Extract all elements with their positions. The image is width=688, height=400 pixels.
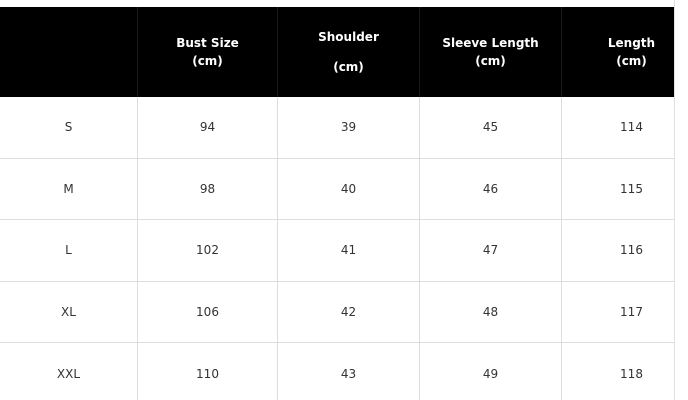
cell-value: 49	[482, 366, 499, 381]
header-cell: Length (cm)	[562, 7, 674, 97]
table-cell: 43	[278, 343, 420, 400]
cell-value: 46	[482, 181, 499, 196]
table-cell: 114	[562, 97, 674, 159]
table-cell: L	[0, 220, 138, 282]
table-cell: 45	[420, 97, 562, 159]
cell-value: 45	[482, 120, 499, 135]
header-unit: (cm)	[475, 54, 506, 68]
cell-value: 43	[340, 366, 357, 381]
table-cell: M	[0, 158, 138, 221]
header-label: Length	[607, 36, 656, 50]
table-cell: 98	[138, 158, 278, 221]
header-cell: Sleeve Length (cm)	[420, 7, 562, 97]
table-cell: 118	[562, 343, 674, 400]
header-cell	[0, 7, 138, 97]
table-cell: S	[0, 97, 138, 159]
cell-value: 47	[482, 243, 499, 258]
header-unit: (cm)	[333, 60, 364, 74]
table-cell: 49	[420, 343, 562, 400]
size-label: XXL	[56, 366, 81, 381]
table-cell: 106	[138, 281, 278, 344]
header-label: Shoulder	[318, 30, 379, 44]
cell-value: 116	[620, 243, 643, 258]
cell-value: 41	[340, 243, 357, 258]
size-table: Bust Size (cm) Shoulder (cm) Sleeve Length (c…	[0, 7, 674, 400]
cell-value: 40	[340, 181, 357, 196]
table-cell: 42	[278, 281, 420, 344]
size-label: S	[64, 120, 73, 135]
cell-value: 117	[620, 305, 643, 320]
size-label: L	[65, 243, 72, 258]
header-unit: (cm)	[192, 54, 223, 68]
header-label: Sleeve Length	[442, 36, 539, 50]
table-cell: 110	[138, 343, 278, 400]
table-cell: 94	[138, 97, 278, 159]
cell-value: 106	[196, 305, 219, 320]
cell-value: 98	[199, 181, 216, 196]
header-label: Bust Size	[176, 36, 239, 50]
cell-value: 114	[620, 120, 643, 135]
table-cell: 47	[420, 220, 562, 282]
table-cell: XXL	[0, 343, 138, 400]
table-cell: XL	[0, 281, 138, 344]
cell-value: 115	[620, 181, 643, 196]
cell-value: 110	[196, 366, 219, 381]
size-label: XL	[61, 305, 76, 320]
table-cell: 41	[278, 220, 420, 282]
cell-value: 102	[196, 243, 219, 258]
table-cell: 39	[278, 97, 420, 159]
header-cell: Shoulder (cm)	[278, 7, 420, 97]
table-cell: 46	[420, 158, 562, 221]
cell-value: 42	[340, 305, 357, 320]
header-unit: (cm)	[616, 54, 647, 68]
table-cell: 102	[138, 220, 278, 282]
table-cell: 117	[562, 282, 674, 344]
table-cell: 116	[562, 220, 674, 282]
scroll-edge	[674, 0, 688, 400]
size-label: M	[63, 181, 74, 196]
table-cell: 115	[562, 159, 674, 221]
cell-value: 39	[340, 120, 357, 135]
table-cell: 48	[420, 281, 562, 344]
table-cell: 40	[278, 158, 420, 221]
cell-value: 118	[620, 366, 643, 381]
cell-value: 48	[482, 305, 499, 320]
header-cell: Bust Size (cm)	[138, 7, 278, 97]
cell-value: 94	[199, 120, 216, 135]
